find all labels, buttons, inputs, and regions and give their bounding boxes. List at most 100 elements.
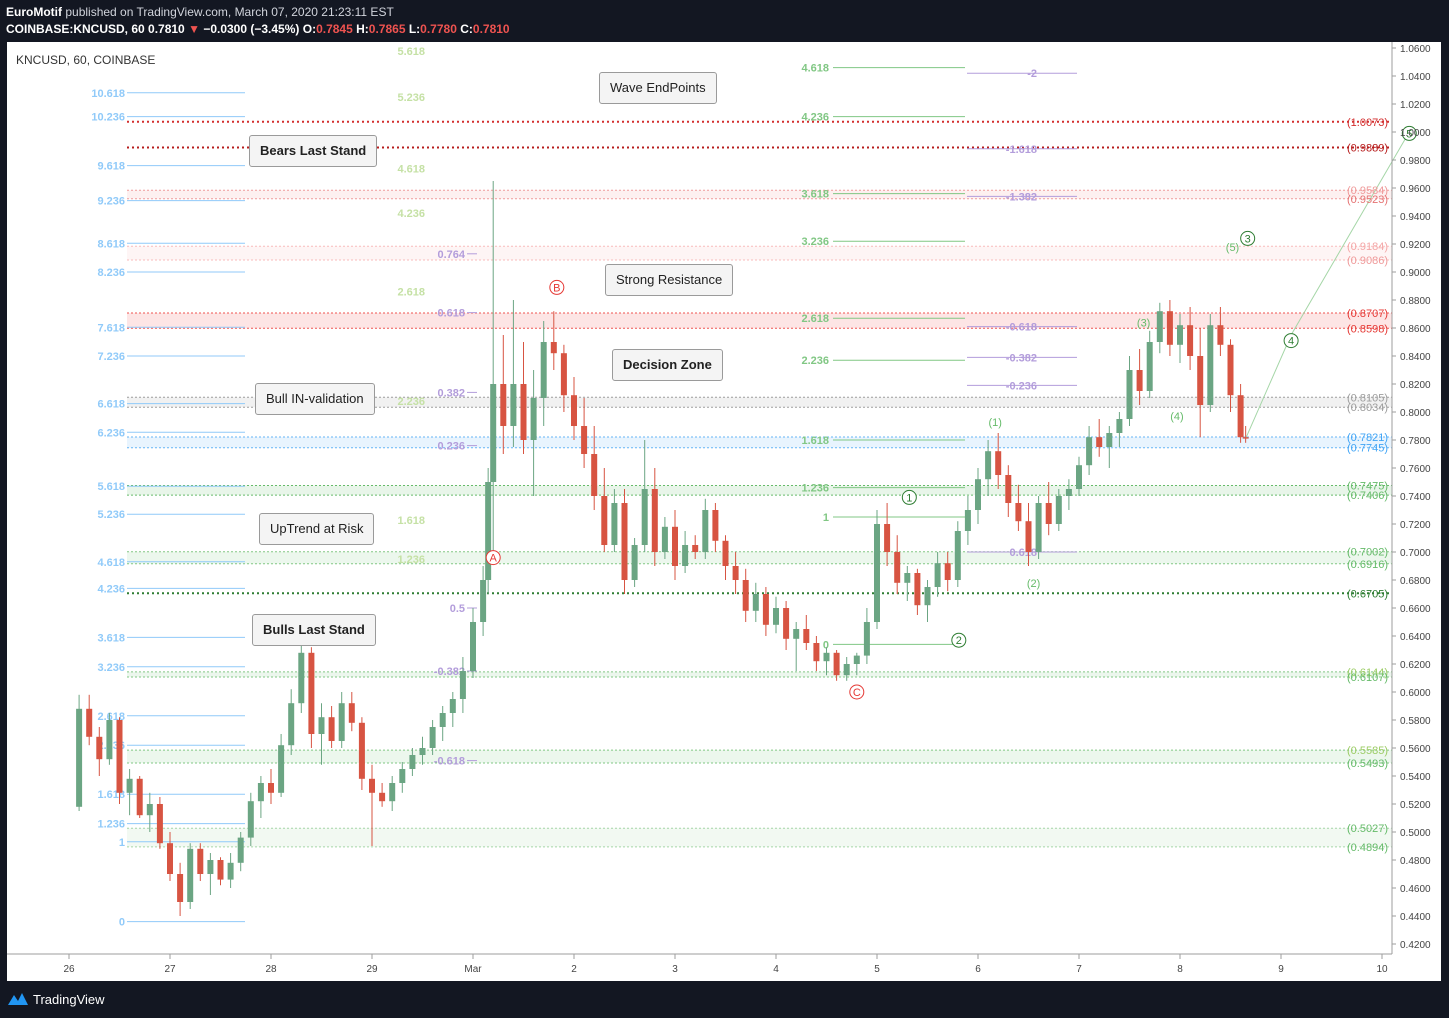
candle-body	[833, 652, 840, 676]
fib-level-label: 3.236	[801, 236, 829, 248]
wave-label: 3	[1245, 233, 1251, 245]
level-price-label: (0.4894)	[1347, 842, 1388, 854]
candle-body	[530, 398, 537, 440]
price-tick-label: 0.9200	[1400, 240, 1431, 251]
candle-body	[954, 531, 961, 580]
level-price-label: (0.6107)	[1347, 672, 1388, 684]
candle-body	[651, 489, 658, 552]
callout-bull-invalidation[interactable]: Bull IN-validation	[255, 383, 375, 415]
level-price-label: (0.5585)	[1347, 745, 1388, 757]
callout-decision-zone[interactable]: Decision Zone	[612, 349, 723, 381]
high-label: H:	[356, 22, 369, 36]
candle-body	[1156, 311, 1163, 342]
candle-body	[540, 342, 547, 398]
chart-panel[interactable]: 10.618 10.236 9.618 9.236 8.618 8.236 7.618 7.2…	[7, 42, 1441, 981]
wave-label: 5	[1406, 128, 1412, 140]
time-tick-label: 8	[1177, 964, 1183, 975]
wave-label: 1	[906, 492, 912, 504]
candle-body	[96, 736, 103, 760]
price-tick-label: 0.5600	[1400, 744, 1431, 755]
publish-line: EuroMotif published on TradingView.com, …	[6, 5, 394, 19]
wave-marker	[901, 489, 917, 505]
candle-body	[964, 510, 971, 531]
callout-wave-endpoints[interactable]: Wave EndPoints	[599, 72, 717, 104]
symbol-label[interactable]: COINBASE:KNCUSD, 60	[6, 22, 145, 36]
price-chart[interactable]: 10.61810.2369.6189.2368.6188.2367.6187.2…	[7, 42, 1441, 981]
candle-body	[500, 384, 507, 426]
candle-body	[459, 671, 466, 699]
candle-body	[278, 745, 285, 793]
candle-body	[803, 629, 810, 643]
time-tick-label: 6	[975, 964, 981, 975]
price-tick-label: 0.8800	[1400, 296, 1431, 307]
candle-body	[207, 860, 214, 874]
publish-info: published on TradingView.com, March 07, …	[65, 5, 394, 19]
zone-band	[127, 190, 1392, 199]
candle-body	[1035, 503, 1042, 552]
candle-body	[1217, 325, 1224, 345]
level-price-label: (0.9889)	[1347, 143, 1388, 155]
callout-uptrend-at-risk[interactable]: UpTrend at Risk	[259, 513, 375, 545]
candle-body	[773, 608, 779, 625]
candle-body	[985, 451, 992, 480]
level-price-label: (0.7002)	[1347, 547, 1388, 559]
candle-body	[369, 778, 375, 793]
zone-band	[127, 397, 1392, 408]
callout-bears-last-stand[interactable]: Bears Last Stand	[249, 135, 378, 167]
candle-body	[591, 454, 598, 496]
fib-level-label: -0.236	[1006, 380, 1037, 392]
price-tick-label: 0.5200	[1400, 800, 1431, 811]
ohlc-line: COINBASE:KNCUSD, 60 0.7810 ▼ −0.0300 (−3…	[6, 22, 510, 36]
candle-body	[338, 703, 345, 741]
fib-level-label: 3.618	[801, 189, 829, 201]
candle-body	[1242, 437, 1249, 439]
fib-level-label: 8.236	[97, 267, 125, 279]
fib-level-label: 0.764	[437, 249, 465, 261]
callout-strong-resistance[interactable]: Strong Resistance	[605, 264, 734, 296]
level-price-label: (0.9086)	[1347, 255, 1388, 267]
time-tick-label: 29	[366, 964, 378, 975]
fib-level-label: 2.236	[801, 355, 829, 367]
fib-level-label: 2.618	[801, 313, 829, 325]
time-tick-label: 10	[1376, 964, 1388, 975]
wave-marker	[1401, 125, 1417, 141]
fib-level-label: 6.236	[97, 427, 125, 439]
callout-bulls-last-stand[interactable]: Bulls Last Stand	[252, 614, 376, 646]
brand-name[interactable]: TradingView	[33, 992, 105, 1007]
candle-body	[1086, 437, 1093, 466]
fib-level-label: 4.236	[97, 583, 125, 595]
fib-level-label: 2.236	[397, 396, 425, 408]
candle-body	[247, 801, 254, 838]
candle-body	[712, 510, 719, 541]
price-tick-label: 0.5800	[1400, 716, 1431, 727]
price-tick-label: 0.9800	[1400, 156, 1431, 167]
chart-header: EuroMotif published on TradingView.com, …	[0, 0, 1449, 42]
price-tick-label: 0.6400	[1400, 632, 1431, 643]
down-arrow-icon: ▼	[188, 22, 200, 36]
candle-body	[470, 622, 476, 671]
candle-body	[631, 545, 638, 580]
candle-body	[379, 792, 386, 802]
candle-body	[86, 708, 93, 737]
last-price: 0.7810	[148, 22, 185, 36]
candle-body	[934, 563, 941, 587]
low-label: L:	[408, 22, 421, 36]
candle-body	[944, 563, 951, 580]
candle-body	[641, 489, 648, 545]
author-name[interactable]: EuroMotif	[6, 5, 62, 19]
candle-body	[742, 580, 749, 611]
fib-level-label: 7.236	[97, 351, 125, 363]
candle-body	[1106, 433, 1113, 447]
candle-body	[1146, 342, 1153, 391]
fib-level-label: 1.236	[397, 554, 425, 566]
candle-body	[894, 552, 901, 583]
fib-level-label: 8.618	[97, 238, 125, 250]
fib-level-label: 5.236	[397, 92, 425, 104]
wave-marker	[1240, 230, 1256, 246]
candle-body	[126, 778, 133, 793]
level-price-label: (0.7745)	[1347, 443, 1388, 455]
candle-body	[732, 566, 739, 580]
close-value: 0.7810	[472, 22, 510, 36]
candle-body	[762, 594, 769, 625]
candle-body	[874, 524, 880, 622]
